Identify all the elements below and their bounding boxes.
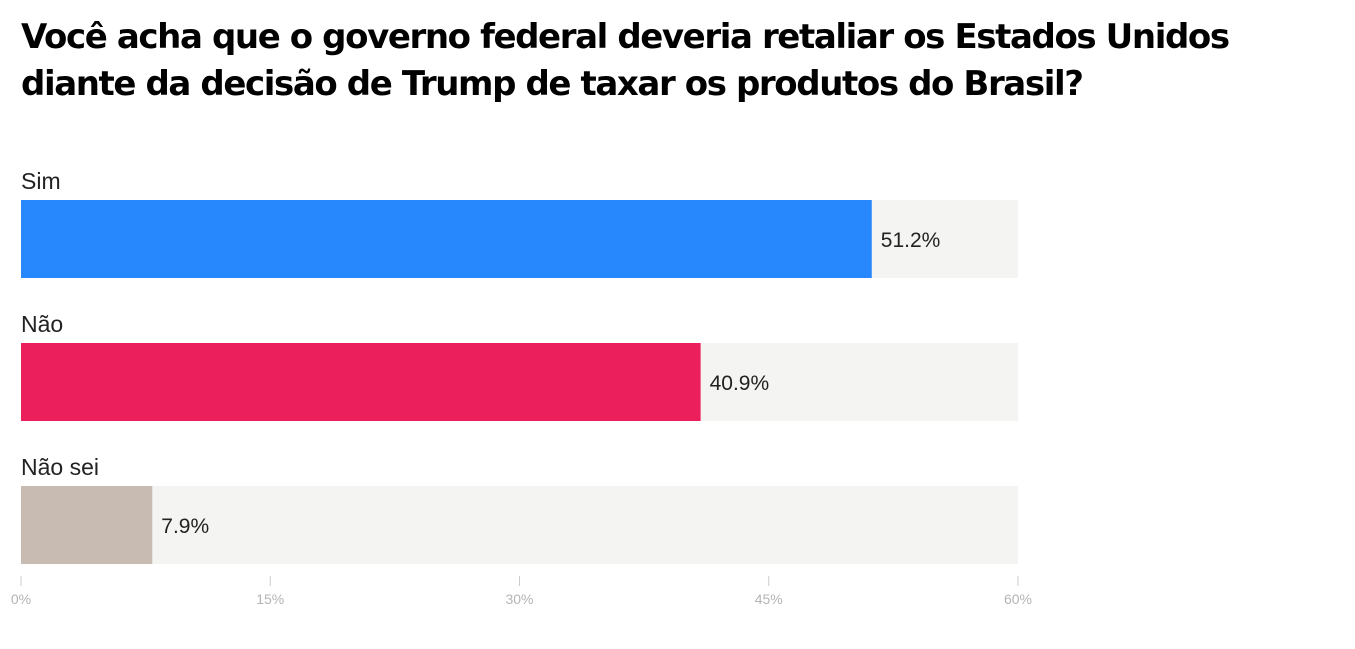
tick-label: 30% [505, 591, 533, 607]
bar-track [21, 486, 1018, 564]
bar [21, 343, 701, 421]
tick-label: 60% [1004, 591, 1032, 607]
tick-label: 45% [755, 591, 783, 607]
category-label: Sim [21, 168, 61, 194]
tick-label: 15% [256, 591, 284, 607]
value-label: 40.9% [710, 372, 770, 395]
bar [21, 200, 872, 278]
value-label: 51.2% [881, 229, 941, 252]
category-label: Não sei [21, 454, 99, 480]
bar [21, 486, 153, 564]
category-label: Não [21, 311, 63, 337]
tick-label: 0% [11, 591, 31, 607]
chart-title: Você acha que o governo federal deveria … [21, 17, 1230, 104]
value-label: 7.9% [161, 515, 209, 538]
